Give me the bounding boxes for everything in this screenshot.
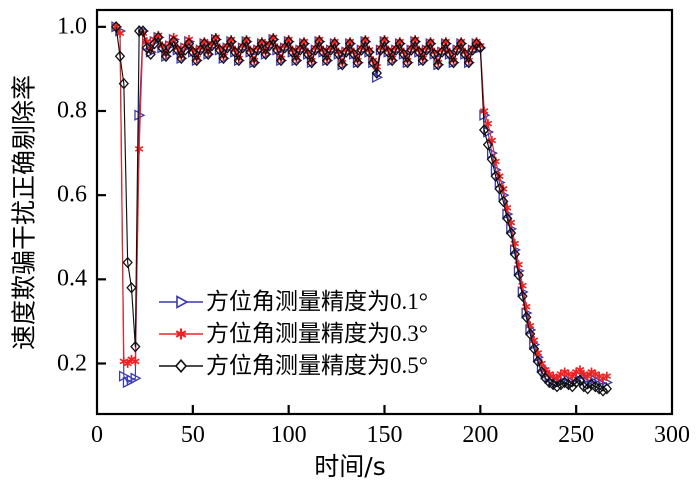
legend-key-triangle-right-icon	[158, 292, 204, 312]
y-axis-label: 速度欺骗干扰正确剔除率	[9, 75, 39, 351]
y-tick-label: 0.8	[57, 97, 87, 124]
legend-key-diamond-icon	[158, 356, 204, 376]
legend-label-3: 方位角测量精度为0.5°	[206, 353, 428, 379]
x-tick-label: 250	[558, 422, 595, 448]
x-tick-label: 0	[91, 422, 103, 448]
y-tick-label: 0.2	[57, 350, 87, 376]
data-series-layer	[110, 21, 614, 397]
y-tick-label: 0.4	[57, 265, 87, 292]
axes-frame	[95, 8, 674, 416]
x-axis-label: 时间/s	[314, 452, 386, 481]
x-tick-label: 150	[366, 422, 403, 448]
legend-item[interactable]: 方位角测量精度为0.5°	[158, 350, 428, 382]
legend-key-asterisk-icon	[158, 324, 204, 344]
legend-label-2: 方位角测量精度为0.3°	[206, 321, 428, 347]
legend-item[interactable]: 方位角测量精度为0.3°	[158, 318, 428, 350]
x-tick-label: 50	[180, 422, 205, 448]
x-tick-label: 100	[270, 422, 307, 448]
x-tick-label: 300	[654, 422, 690, 448]
y-tick-label: 0.6	[57, 181, 87, 208]
legend: 方位角测量精度为0.1° 方位角测量精度为0.3°	[158, 286, 428, 382]
x-tick-label: 200	[462, 422, 499, 448]
y-tick-label: 1.0	[57, 13, 87, 40]
legend-label-1: 方位角测量精度为0.1°	[206, 289, 428, 315]
legend-item[interactable]: 方位角测量精度为0.1°	[158, 286, 428, 318]
